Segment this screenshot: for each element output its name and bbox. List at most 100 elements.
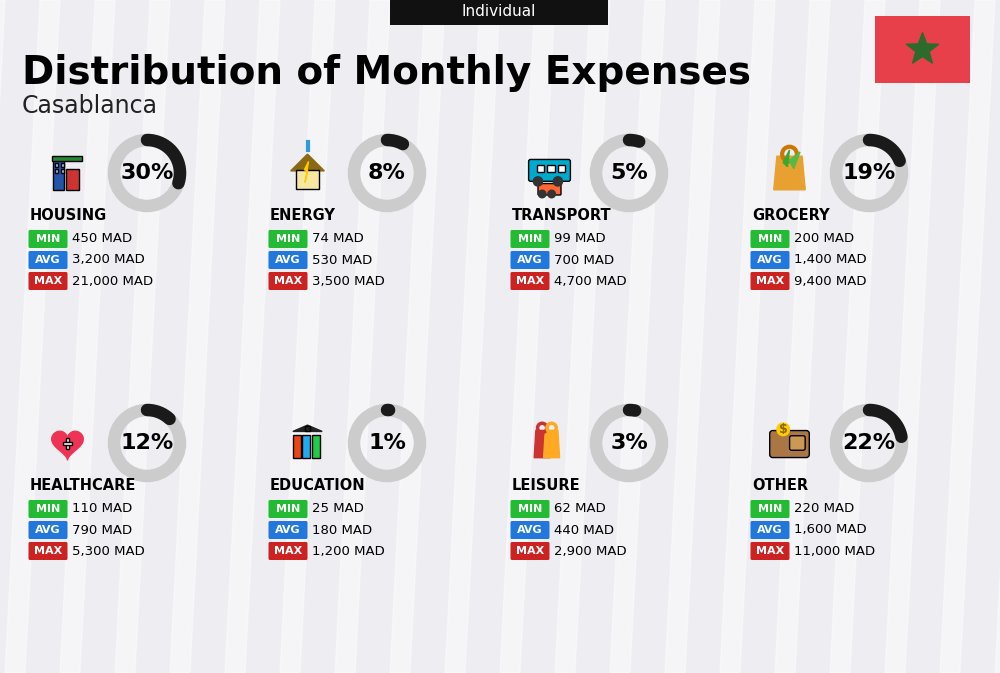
Text: EDUCATION: EDUCATION xyxy=(270,478,366,493)
Text: 8%: 8% xyxy=(368,163,406,183)
FancyBboxPatch shape xyxy=(511,251,550,269)
FancyBboxPatch shape xyxy=(55,169,58,173)
Text: MAX: MAX xyxy=(516,546,544,556)
Text: AVG: AVG xyxy=(757,255,783,265)
FancyBboxPatch shape xyxy=(268,251,308,269)
FancyBboxPatch shape xyxy=(55,162,58,167)
FancyBboxPatch shape xyxy=(66,169,79,190)
Text: AVG: AVG xyxy=(517,525,543,535)
FancyBboxPatch shape xyxy=(268,521,308,539)
Polygon shape xyxy=(304,162,309,182)
Text: Individual: Individual xyxy=(462,5,536,20)
Text: 440 MAD: 440 MAD xyxy=(554,524,614,536)
Polygon shape xyxy=(293,425,322,431)
Text: MAX: MAX xyxy=(274,276,302,286)
Text: 21,000 MAD: 21,000 MAD xyxy=(72,275,153,287)
FancyBboxPatch shape xyxy=(53,160,64,190)
FancyBboxPatch shape xyxy=(558,165,565,172)
Polygon shape xyxy=(774,156,805,190)
FancyBboxPatch shape xyxy=(538,184,561,195)
Polygon shape xyxy=(52,431,83,460)
Text: 74 MAD: 74 MAD xyxy=(312,232,364,246)
Text: 5%: 5% xyxy=(610,163,648,183)
Circle shape xyxy=(777,423,790,435)
FancyBboxPatch shape xyxy=(61,162,64,167)
FancyBboxPatch shape xyxy=(750,500,790,518)
Text: OTHER: OTHER xyxy=(752,478,808,493)
Text: 22%: 22% xyxy=(842,433,896,453)
Text: 12%: 12% xyxy=(120,433,174,453)
FancyBboxPatch shape xyxy=(511,542,550,560)
Text: 3,500 MAD: 3,500 MAD xyxy=(312,275,385,287)
FancyBboxPatch shape xyxy=(537,165,544,172)
Text: 4,700 MAD: 4,700 MAD xyxy=(554,275,627,287)
Text: ENERGY: ENERGY xyxy=(270,207,336,223)
Text: 1%: 1% xyxy=(368,433,406,453)
FancyBboxPatch shape xyxy=(750,272,790,290)
Text: 3,200 MAD: 3,200 MAD xyxy=(72,254,145,267)
Text: TRANSPORT: TRANSPORT xyxy=(512,207,612,223)
Text: 180 MAD: 180 MAD xyxy=(312,524,372,536)
Text: 30%: 30% xyxy=(120,163,174,183)
FancyBboxPatch shape xyxy=(305,425,310,431)
Text: MIN: MIN xyxy=(36,234,60,244)
Text: MIN: MIN xyxy=(276,234,300,244)
Text: 450 MAD: 450 MAD xyxy=(72,232,132,246)
Polygon shape xyxy=(790,152,800,169)
FancyBboxPatch shape xyxy=(268,542,308,560)
Text: Casablanca: Casablanca xyxy=(22,94,158,118)
FancyBboxPatch shape xyxy=(293,435,301,458)
Text: 2,900 MAD: 2,900 MAD xyxy=(554,544,627,557)
FancyBboxPatch shape xyxy=(28,542,68,560)
FancyBboxPatch shape xyxy=(268,272,308,290)
FancyBboxPatch shape xyxy=(750,521,790,539)
Text: 3%: 3% xyxy=(610,433,648,453)
Polygon shape xyxy=(783,150,790,167)
Text: 220 MAD: 220 MAD xyxy=(794,503,854,516)
Text: MIN: MIN xyxy=(758,234,782,244)
Text: 1,200 MAD: 1,200 MAD xyxy=(312,544,385,557)
Text: 1,600 MAD: 1,600 MAD xyxy=(794,524,867,536)
Text: MAX: MAX xyxy=(756,276,784,286)
Text: AVG: AVG xyxy=(35,525,61,535)
FancyBboxPatch shape xyxy=(28,521,68,539)
Text: 5,300 MAD: 5,300 MAD xyxy=(72,544,145,557)
Text: AVG: AVG xyxy=(35,255,61,265)
Text: AVG: AVG xyxy=(757,525,783,535)
FancyBboxPatch shape xyxy=(61,169,64,173)
FancyBboxPatch shape xyxy=(511,521,550,539)
Polygon shape xyxy=(291,154,324,171)
Text: HEALTHCARE: HEALTHCARE xyxy=(30,478,136,493)
Polygon shape xyxy=(906,32,939,63)
Text: 1,400 MAD: 1,400 MAD xyxy=(794,254,867,267)
Circle shape xyxy=(533,177,543,186)
Text: 11,000 MAD: 11,000 MAD xyxy=(794,544,875,557)
Text: 25 MAD: 25 MAD xyxy=(312,503,364,516)
Text: 110 MAD: 110 MAD xyxy=(72,503,132,516)
FancyBboxPatch shape xyxy=(790,435,805,450)
Text: MIN: MIN xyxy=(518,504,542,514)
FancyBboxPatch shape xyxy=(28,500,68,518)
FancyBboxPatch shape xyxy=(750,542,790,560)
FancyBboxPatch shape xyxy=(268,500,308,518)
FancyBboxPatch shape xyxy=(511,272,550,290)
Text: MIN: MIN xyxy=(36,504,60,514)
Text: AVG: AVG xyxy=(275,255,301,265)
Text: HOUSING: HOUSING xyxy=(30,207,107,223)
Text: MAX: MAX xyxy=(34,546,62,556)
FancyBboxPatch shape xyxy=(750,230,790,248)
Text: 9,400 MAD: 9,400 MAD xyxy=(794,275,866,287)
Text: AVG: AVG xyxy=(275,525,301,535)
Text: AVG: AVG xyxy=(517,255,543,265)
Text: $: $ xyxy=(779,423,788,436)
FancyBboxPatch shape xyxy=(529,160,570,181)
Text: MAX: MAX xyxy=(34,276,62,286)
Text: 530 MAD: 530 MAD xyxy=(312,254,372,267)
Text: 790 MAD: 790 MAD xyxy=(72,524,132,536)
Text: Distribution of Monthly Expenses: Distribution of Monthly Expenses xyxy=(22,54,751,92)
FancyBboxPatch shape xyxy=(511,230,550,248)
Text: MAX: MAX xyxy=(274,546,302,556)
FancyBboxPatch shape xyxy=(390,0,608,25)
FancyBboxPatch shape xyxy=(511,500,550,518)
Text: MAX: MAX xyxy=(516,276,544,286)
